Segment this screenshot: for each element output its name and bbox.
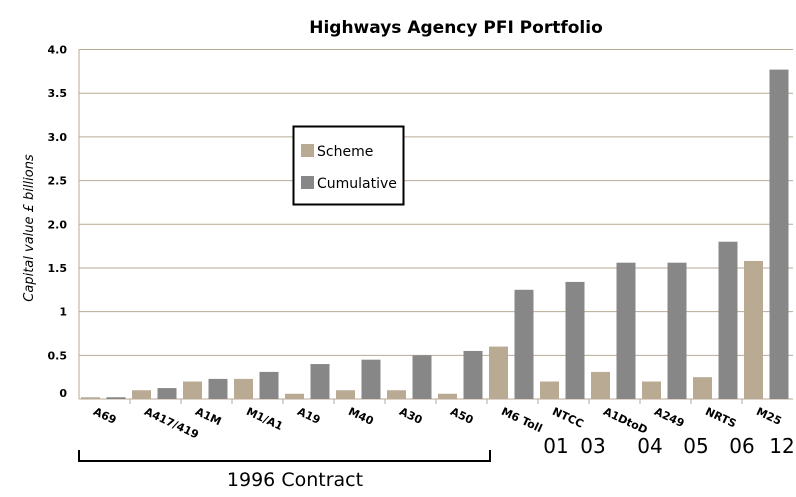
x-tick-label: A1DtoD [601,405,649,437]
legend-label-cumulative: Cumulative [317,176,397,192]
y-axis-label: Capital value £ billions [22,154,37,302]
y-tick-label: 3.0 [48,131,68,144]
bar-scheme [132,390,151,399]
bar-cumulative [565,281,585,399]
year-label: 06 [729,434,754,458]
bar-cumulative [208,378,228,399]
x-tick-label: A19 [295,405,322,427]
bar-cumulative [259,371,279,399]
x-tick-label: NRTS [703,405,738,431]
bar-scheme [336,390,355,399]
bar-cumulative [769,69,789,399]
contract-bracket [78,450,491,462]
legend-box [292,125,405,206]
y-tick-label: 0 [59,387,67,400]
y-tick-label: 2.0 [48,218,68,231]
y-tick-label: 4.0 [48,44,68,57]
bracket-label: 1996 Contract [227,469,363,491]
bar-cumulative [310,364,330,399]
bar-cumulative [106,397,126,399]
bar-cumulative [361,359,381,399]
year-label: 05 [683,434,708,458]
bar-scheme [438,393,457,399]
bar-scheme [81,397,100,399]
x-tick-label: M6 Toll [499,405,544,435]
bar-scheme [285,393,304,399]
x-tick-label: A417/419 [142,405,200,441]
legend-swatch-scheme [301,144,314,157]
bar-scheme [183,381,202,399]
bar-cumulative [667,262,687,399]
year-label: 03 [580,434,605,458]
bar-cumulative [514,289,534,399]
bar-scheme [387,390,406,399]
chart-title: Highways Agency PFI Portfolio [309,18,603,38]
y-tick-label: 3.5 [48,87,68,100]
bar-scheme [744,260,763,399]
bar-scheme [540,381,559,399]
bar-scheme [234,378,253,399]
legend-swatch-cumulative [301,176,314,189]
x-tick-label: NTCC [550,405,585,431]
year-label: 12 [769,434,794,458]
bar-scheme [489,346,508,399]
x-tick-label: A1M [193,405,223,428]
bar-cumulative [463,350,483,399]
year-label: 01 [543,434,568,458]
x-tick-label: M25 [754,405,783,428]
y-tick-label: 0.5 [48,349,68,362]
bar-cumulative [412,355,432,399]
bar-cumulative [616,262,636,399]
y-tick-label: 2.5 [48,175,68,188]
bar-scheme [591,371,610,399]
x-tick-label: A30 [397,405,424,427]
y-tick-label: 1 [59,306,67,319]
x-tick-label: A50 [448,405,475,427]
year-annotations: 01 03 04 05 06 12 [543,434,794,458]
x-tick-label: A69 [91,405,118,427]
bar-cumulative [157,388,177,399]
x-tick-label: M40 [346,405,376,428]
x-tick-label: A249 [652,405,686,430]
bar-cumulative [718,241,738,399]
legend-label-scheme: Scheme [317,144,373,160]
bar-scheme [693,377,712,399]
year-label: 04 [637,434,662,458]
y-tick-label: 1.5 [48,262,68,275]
bar-scheme [642,381,661,399]
x-tick-label: M1/A1 [244,405,285,433]
legend: Scheme Cumulative [292,125,405,206]
